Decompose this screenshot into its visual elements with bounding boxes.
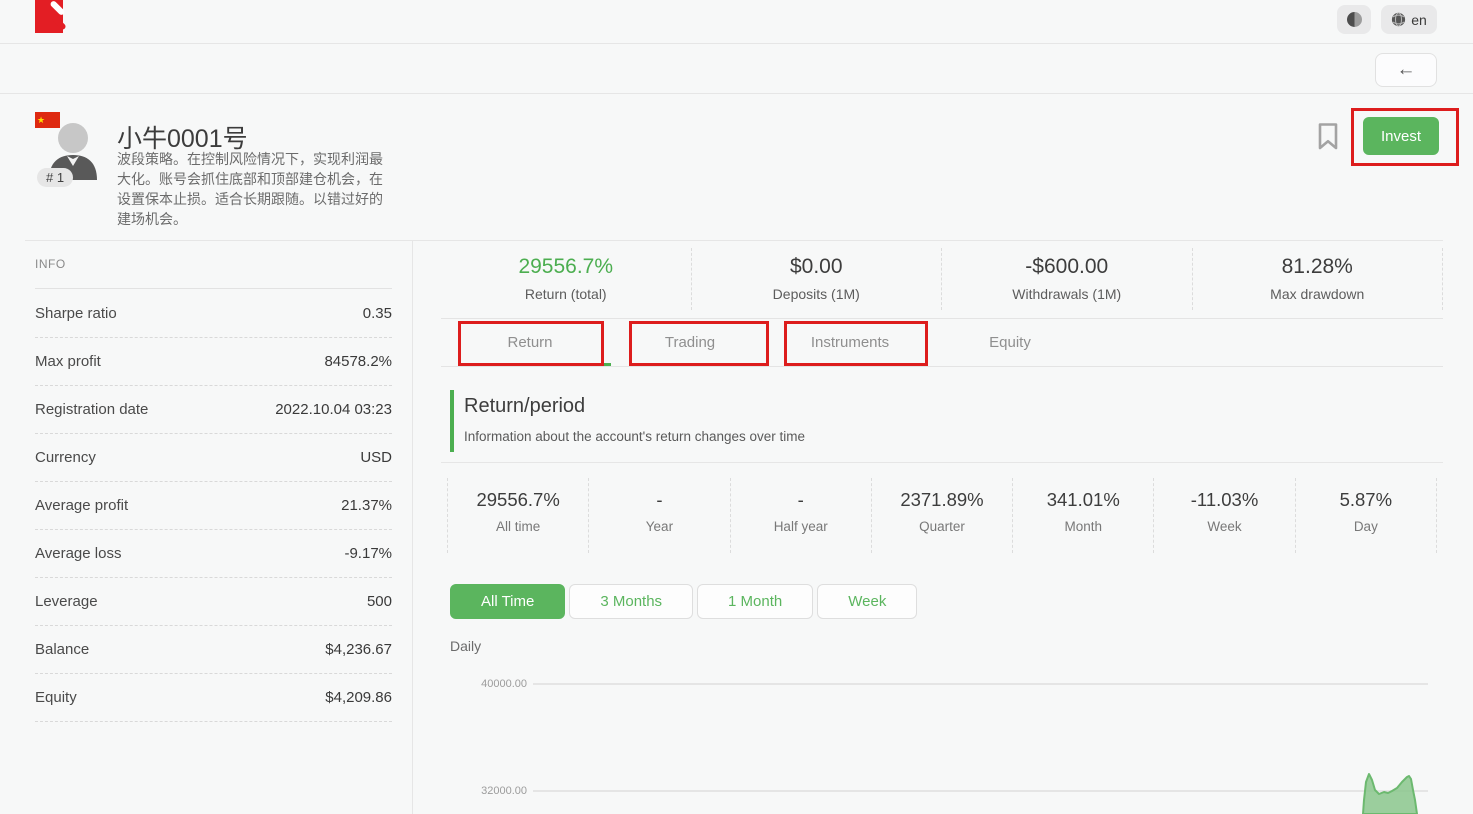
info-label: Currency bbox=[35, 449, 96, 466]
stat-label: Deposits (1M) bbox=[772, 286, 860, 302]
period-half-year: - Half year bbox=[729, 478, 871, 553]
period-week: -11.03% Week bbox=[1153, 478, 1294, 553]
stat-return-total: 29556.7% Return (total) bbox=[441, 248, 692, 310]
info-table: Sharpe ratio 0.35 Max profit 84578.2% Re… bbox=[35, 290, 392, 722]
stat-label: Withdrawals (1M) bbox=[1012, 286, 1122, 302]
theme-contrast-icon bbox=[1346, 12, 1362, 27]
rank-badge: # 1 bbox=[37, 168, 74, 187]
range-all-time-button[interactable]: All Time bbox=[450, 584, 566, 619]
period-quarter: 2371.89% Quarter bbox=[870, 478, 1012, 553]
period-label: Week bbox=[1207, 519, 1242, 534]
section-accent-bar bbox=[450, 390, 454, 452]
period-year: - Year bbox=[588, 478, 729, 553]
language-label: en bbox=[1411, 11, 1427, 28]
gridline bbox=[533, 683, 1428, 685]
info-value: 0.35 bbox=[362, 305, 392, 322]
bookmark-icon[interactable] bbox=[1318, 123, 1338, 155]
back-arrow-icon: ← bbox=[1396, 59, 1416, 80]
language-selector[interactable]: en bbox=[1381, 5, 1437, 34]
stat-max-drawdown: 81.28% Max drawdown bbox=[1193, 248, 1443, 310]
info-label: Sharpe ratio bbox=[35, 305, 117, 322]
period-day: 5.87% Day bbox=[1294, 478, 1437, 553]
section-subtitle: Information about the account's return c… bbox=[464, 429, 806, 444]
theme-toggle-button[interactable] bbox=[1337, 5, 1371, 34]
account-description: 波段策略。在控制风险情况下，实现利润最大化。账号会抓住底部和顶部建仓机会，在设置… bbox=[117, 151, 383, 227]
info-value: 500 bbox=[366, 593, 392, 610]
info-row-currency: Currency USD bbox=[35, 434, 392, 482]
info-label: Average loss bbox=[35, 545, 122, 562]
period-value: - bbox=[797, 489, 804, 510]
period-value: -11.03% bbox=[1190, 489, 1259, 510]
period-label: Quarter bbox=[919, 519, 965, 534]
gridline bbox=[533, 790, 1428, 792]
info-value: $4,209.86 bbox=[325, 689, 392, 706]
info-row-registration-date: Registration date 2022.10.04 03:23 bbox=[35, 386, 392, 434]
y-axis-tick: 40000.00 bbox=[481, 678, 527, 690]
range-button-group: All Time 3 Months 1 Month Week bbox=[450, 584, 918, 619]
country-flag-china: ★ bbox=[35, 112, 60, 128]
stat-value: -$600.00 bbox=[1025, 255, 1109, 278]
info-value: 84578.2% bbox=[324, 353, 392, 370]
range-3-months-button[interactable]: 3 Months bbox=[569, 584, 694, 619]
info-label: Registration date bbox=[35, 401, 149, 418]
period-label: Year bbox=[645, 519, 674, 534]
roboforex-logo[interactable] bbox=[35, 0, 71, 33]
tab-equity[interactable]: Equity bbox=[989, 334, 1031, 351]
period-label: Month bbox=[1064, 519, 1103, 534]
range-week-button[interactable]: Week bbox=[817, 584, 918, 619]
tab-instruments[interactable]: Instruments bbox=[810, 334, 890, 351]
equity-area-chart-partial[interactable] bbox=[1357, 768, 1429, 814]
info-value: -9.17% bbox=[344, 545, 392, 562]
chart-frequency-label: Daily bbox=[450, 638, 482, 654]
info-row-leverage: Leverage 500 bbox=[35, 578, 392, 626]
info-row-max-profit: Max profit 84578.2% bbox=[35, 338, 392, 386]
period-value: 29556.7% bbox=[476, 489, 560, 510]
period-label: Day bbox=[1353, 519, 1378, 534]
tab-trading[interactable]: Trading bbox=[664, 334, 716, 351]
stat-label: Max drawdown bbox=[1270, 286, 1365, 302]
stat-label: Return (total) bbox=[524, 286, 607, 302]
period-stats-row: 29556.7% All time - Year - Half year 237… bbox=[447, 478, 1437, 553]
period-value: 5.87% bbox=[1339, 489, 1393, 510]
info-value: 21.37% bbox=[341, 497, 392, 514]
info-label: Balance bbox=[35, 641, 90, 658]
tab-bar: Return Trading Instruments Equity bbox=[441, 318, 1443, 367]
info-row-balance: Balance $4,236.67 bbox=[35, 626, 392, 674]
active-tab-indicator bbox=[459, 363, 611, 366]
section-title: Return/period bbox=[464, 395, 586, 417]
y-axis-tick: 32000.00 bbox=[481, 785, 527, 797]
stat-deposits: $0.00 Deposits (1M) bbox=[692, 248, 942, 310]
info-value: $4,236.67 bbox=[325, 641, 392, 658]
period-all-time: 29556.7% All time bbox=[447, 478, 588, 553]
period-label: Half year bbox=[773, 519, 828, 534]
globe-icon bbox=[1392, 12, 1406, 27]
invest-button[interactable]: Invest bbox=[1363, 117, 1439, 155]
info-value: 2022.10.04 03:23 bbox=[275, 401, 392, 418]
stat-withdrawals: -$600.00 Withdrawals (1M) bbox=[942, 248, 1193, 310]
info-label: Max profit bbox=[35, 353, 101, 370]
info-row-average-profit: Average profit 21.37% bbox=[35, 482, 392, 530]
info-section-title: INFO bbox=[35, 257, 392, 289]
period-label: All time bbox=[496, 519, 541, 534]
info-label: Equity bbox=[35, 689, 77, 706]
stat-value: $0.00 bbox=[789, 255, 843, 278]
info-row-equity: Equity $4,209.86 bbox=[35, 674, 392, 722]
tab-return[interactable]: Return bbox=[507, 334, 553, 351]
info-value: USD bbox=[360, 449, 392, 466]
period-month: 341.01% Month bbox=[1012, 478, 1153, 553]
period-value: 2371.89% bbox=[900, 489, 984, 510]
range-1-month-button[interactable]: 1 Month bbox=[697, 584, 814, 619]
info-label: Leverage bbox=[35, 593, 98, 610]
stat-value: 81.28% bbox=[1281, 255, 1353, 278]
info-label: Average profit bbox=[35, 497, 129, 514]
stat-value: 29556.7% bbox=[518, 255, 614, 278]
info-row-average-loss: Average loss -9.17% bbox=[35, 530, 392, 578]
info-row-sharpe-ratio: Sharpe ratio 0.35 bbox=[35, 290, 392, 338]
back-button[interactable]: ← bbox=[1375, 53, 1437, 87]
account-name: 小牛0001号 bbox=[117, 125, 248, 153]
period-value: - bbox=[656, 489, 663, 510]
period-value: 341.01% bbox=[1046, 489, 1120, 510]
account-stats-row: 29556.7% Return (total) $0.00 Deposits (… bbox=[441, 248, 1443, 310]
